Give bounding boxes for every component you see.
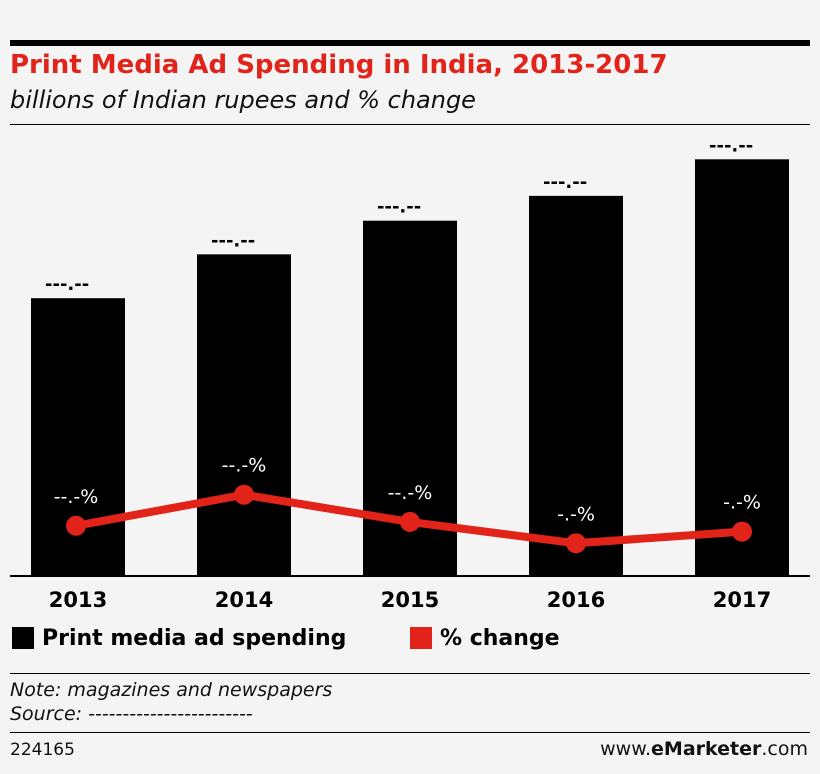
bar-2017 — [695, 159, 789, 576]
x-tick-label-2017: 2017 — [713, 588, 771, 612]
line-point-2014 — [234, 484, 254, 505]
bar-value-label-2014: ---.-- — [211, 230, 255, 251]
chart-id: 224165 — [10, 740, 75, 760]
x-tick-label-2013: 2013 — [49, 588, 107, 612]
brand-url: www.eMarketer.com — [600, 738, 808, 760]
subtitle-rule — [10, 124, 810, 125]
brand-suffix: .com — [761, 738, 808, 760]
line-value-label-2016: -.-% — [557, 503, 595, 525]
chart-plot: ---.-- ---.-- ---.-- ---.-- ---.-- 2013 2014 20… — [10, 135, 810, 612]
x-tick-label-2015: 2015 — [381, 588, 439, 612]
legend-item-line: % change — [410, 624, 560, 652]
x-tick-label-2014: 2014 — [215, 588, 273, 612]
x-tick-label-2016: 2016 — [547, 588, 605, 612]
bar-value-label-2016: ---.-- — [543, 172, 587, 193]
bar-value-label-2013: ---.-- — [45, 274, 89, 295]
bar-2016 — [529, 195, 623, 576]
line-value-label-2014: --.-% — [222, 455, 267, 477]
legend-label-bars: Print media ad spending — [42, 625, 347, 651]
footnotes: Note: magazines and newspapers Source: -… — [10, 678, 332, 726]
bar-2014 — [197, 254, 291, 576]
legend-swatch-line — [410, 627, 432, 649]
legend-swatch-bars — [12, 627, 34, 649]
top-rule — [10, 40, 810, 46]
bar-value-label-2015: ---.-- — [377, 197, 421, 218]
line-point-2013 — [66, 515, 86, 536]
legend-label-line: % change — [440, 625, 560, 651]
legend-rule — [10, 673, 810, 674]
line-point-2016 — [566, 533, 586, 554]
line-point-2015 — [400, 511, 420, 532]
note-text: Note: magazines and newspapers — [10, 679, 333, 701]
bottom-rule — [10, 732, 810, 733]
line-value-label-2017: -.-% — [723, 492, 761, 514]
line-value-label-2013: --.-% — [54, 486, 99, 508]
bar-value-label-2017: ---.-- — [709, 135, 753, 156]
line-point-2017 — [732, 521, 752, 542]
chart-subtitle: billions of Indian rupees and % change — [10, 86, 476, 114]
legend-item-bars: Print media ad spending — [12, 624, 346, 652]
chart-title: Print Media Ad Spending in India, 2013-2… — [10, 50, 668, 80]
line-value-label-2015: --.-% — [388, 482, 433, 504]
brand-prefix: www. — [600, 738, 652, 760]
source-text: Source: ------------------------ — [10, 703, 253, 725]
brand-name: eMarketer — [651, 738, 762, 760]
